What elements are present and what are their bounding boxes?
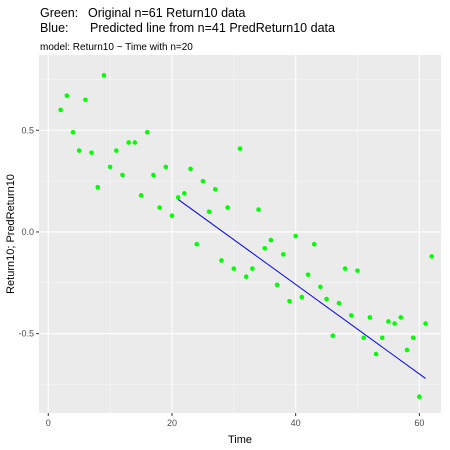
data-point [311,241,317,247]
data-point [410,335,416,341]
data-point [256,207,261,212]
predicted-line-layer [177,199,426,379]
data-point [175,195,181,200]
y-tick-label: 0.0 [21,227,34,237]
data-point [120,172,125,178]
y-axis-title: Return10; PredReturn10 [5,174,17,294]
data-point [231,266,237,271]
data-point [182,191,187,196]
chart-subtitle: model: Return10 ~ Time with n=20 [40,42,193,53]
x-tick-label: 20 [167,418,177,428]
title-line-1-label: Green: [40,6,78,20]
data-point [58,107,63,113]
data-point [212,186,218,192]
predicted-line [177,199,426,379]
title-line-2-text: Predicted line from n=41 PredReturn10 da… [90,21,335,35]
data-point [367,315,373,320]
data-point [324,296,329,302]
data-point [398,315,404,320]
data-point [318,284,323,290]
data-point [379,335,385,341]
data-point [83,97,88,103]
data-point [101,73,107,78]
data-point [243,274,249,280]
data-point [404,347,410,353]
data-point [194,241,200,247]
data-point [206,209,212,214]
x-axis-title: Time [228,434,252,446]
data-point [342,266,348,271]
data-point [287,298,292,304]
data-point [293,233,298,239]
y-tick-label: -0.5 [18,329,34,339]
data-point [423,321,428,326]
data-point [392,321,397,326]
minor-grid [39,55,441,413]
data-point [386,319,391,324]
data-point [250,266,255,271]
data-point [95,184,101,190]
data-point [169,213,175,218]
data-point [76,148,82,153]
y-tick-label: 0.5 [21,125,34,135]
data-point [305,272,311,277]
title-line-2-label: Blue: [40,21,69,35]
original-points-layer [58,73,435,400]
major-grid [39,55,441,413]
data-point [336,300,342,306]
data-point [237,146,243,151]
data-point [219,258,224,263]
data-point [126,140,131,145]
data-point [417,394,422,400]
plot-panel [39,55,441,413]
data-point [163,164,169,170]
data-point [262,245,268,251]
title-line-1-text: Original n=61 Return10 data [88,6,245,20]
data-point [361,335,366,341]
data-point [138,193,144,198]
data-point [225,205,230,210]
data-point [89,150,94,155]
data-point [114,148,119,153]
data-point [144,129,150,135]
axis-ticks [36,129,420,416]
data-point [70,129,76,135]
data-point [373,351,379,357]
data-point [349,313,354,318]
data-point [157,205,162,210]
data-point [64,93,70,98]
data-point [151,172,156,178]
data-point [280,252,286,257]
data-point [429,254,435,259]
x-tick-label: 60 [414,418,424,428]
tick-labels: 0 20 40 60 -0.5 0.0 0.5 [18,125,424,428]
data-point [274,282,280,288]
x-tick-label: 40 [291,418,301,428]
data-point [200,178,206,184]
x-tick-label: 0 [46,418,51,428]
data-point [355,268,360,273]
data-point [268,237,274,243]
data-point [330,333,336,339]
data-point [107,164,113,170]
data-point [188,166,193,172]
data-point [132,140,138,145]
data-point [299,294,305,300]
